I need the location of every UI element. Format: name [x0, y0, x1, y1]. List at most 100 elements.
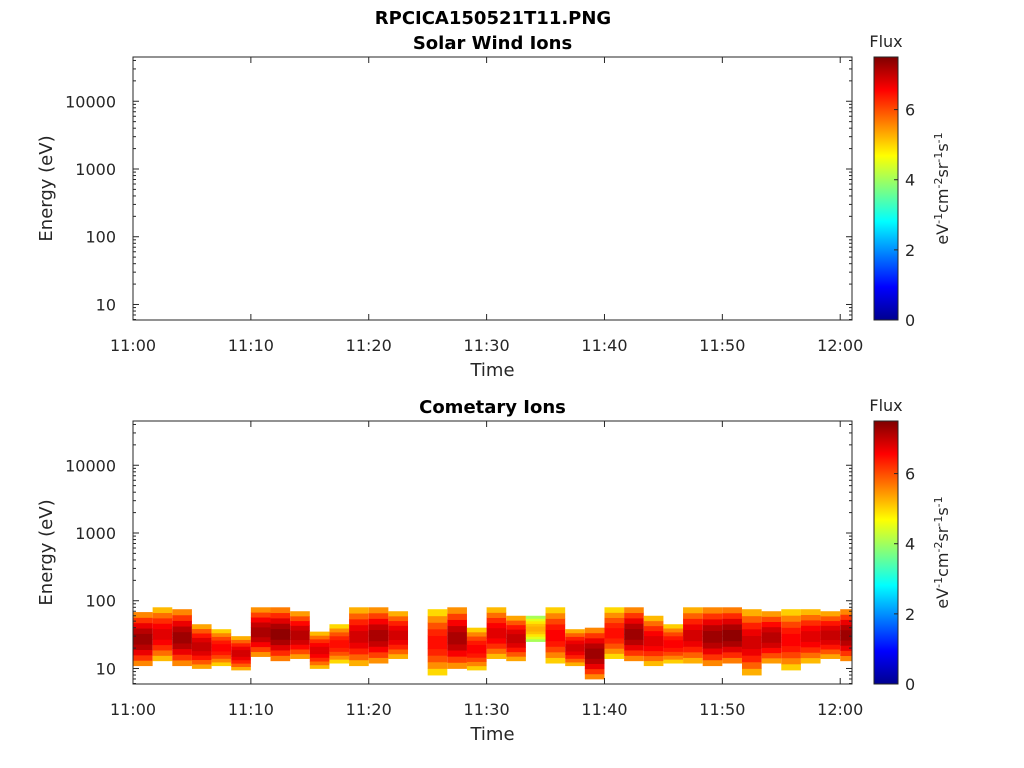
spectrogram-cell-23-1	[604, 648, 625, 654]
spectrogram-cell-16-1	[466, 661, 487, 667]
x-tick-label: 11:50	[699, 336, 745, 355]
spectrogram-cell-7-9	[270, 607, 291, 614]
spectrogram-cell-27-2	[683, 646, 703, 653]
spectrogram-cell-14-9	[427, 609, 448, 617]
spectrogram-cell-8-0	[290, 653, 310, 659]
spectrogram-cell-9-6	[309, 642, 330, 647]
spectrogram-cell-32-5	[781, 633, 801, 640]
spectrogram-cell-5-6	[231, 646, 251, 651]
spectrogram-cell-16-7	[466, 636, 487, 641]
spectrogram-cell-1-5	[152, 628, 173, 635]
spectrogram-cell-23-2	[604, 643, 625, 649]
spectrogram-cell-31-1	[761, 652, 782, 659]
spectrogram-cell-15-7	[447, 619, 467, 627]
spectrogram-cell-22-8	[584, 632, 605, 639]
colorbar-tick-label: 0	[905, 675, 915, 694]
spectrogram-cell-33-5	[800, 630, 821, 637]
spectrogram-cell-3-1	[191, 659, 212, 665]
spectrogram-cell-12-9	[368, 607, 389, 614]
x-tick-label: 11:30	[464, 336, 510, 355]
spectrogram-cell-11-8	[349, 613, 369, 620]
spectrogram-cell-14-5	[427, 635, 448, 643]
y-tick-label: 1000	[75, 160, 116, 179]
spectrogram-cell-35-5	[840, 629, 852, 636]
spectrogram-cell-6-5	[250, 627, 271, 633]
spectrogram-cell-34-8	[820, 615, 841, 622]
spectrogram-cell-24-4	[624, 634, 644, 640]
spectrogram-cell-4-7	[211, 636, 232, 641]
spectrogram-cell-22-3	[584, 658, 605, 664]
x-tick-label: 11:40	[581, 700, 627, 719]
spectrogram-cell-26-6	[663, 635, 684, 641]
spectrogram-cell-10-3	[329, 647, 350, 652]
y-tick-label: 10	[96, 659, 116, 678]
spectrogram-cell-2-1	[172, 654, 192, 661]
spectrogram-cell-16-9	[466, 627, 487, 633]
spectrogram-cell-25-2	[643, 650, 664, 657]
spectrogram-cell-35-1	[840, 650, 852, 657]
spectrogram-cell-33-4	[800, 636, 821, 642]
colorbar-gradient	[873, 420, 899, 685]
y-axis-label: Energy (eV)	[36, 135, 57, 241]
spectrogram-cell-18-1	[506, 651, 526, 657]
x-tick-label: 11:30	[464, 700, 510, 719]
spectrogram-cell-35-2	[840, 645, 852, 651]
colorbar-title: Flux	[869, 396, 902, 415]
spectrogram-cells	[133, 607, 852, 680]
spectrogram-cell-23-3	[604, 638, 625, 644]
spectrogram-cell-27-1	[683, 651, 703, 658]
spectrogram-cell-5-2	[231, 659, 251, 664]
spectrogram-cell-18-2	[506, 647, 526, 653]
spectrogram-cell-20-4	[545, 635, 566, 642]
spectrogram-cell-34-3	[820, 639, 841, 645]
spectrogram-cell-22-5	[584, 648, 605, 654]
spectrogram-cell-12-2	[368, 646, 389, 653]
spectrogram-cell-19-3	[525, 631, 546, 635]
spectrogram-cell-10-8	[329, 628, 350, 633]
spectrogram-cell-29-7	[722, 618, 742, 625]
spectrogram-cell-2-6	[172, 626, 192, 633]
spectrogram-cell-12-6	[368, 624, 389, 631]
spectrogram-cell-28-1	[702, 654, 723, 661]
spectrogram-cell-18-4	[506, 638, 526, 644]
spectrogram-cell-18-9	[506, 615, 526, 621]
spectrogram-cell-8-1	[290, 649, 310, 655]
spectrogram-cell-4-4	[211, 647, 232, 652]
spectrogram-cell-3-4	[191, 646, 212, 652]
spectrogram-cell-15-4	[447, 637, 467, 645]
spectrogram-cell-19-1	[525, 636, 546, 640]
spectrogram-cell-17-7	[486, 617, 507, 624]
spectrogram-cell-23-9	[604, 607, 625, 613]
spectrogram-cell-11-3	[349, 642, 369, 649]
spectrogram-cell-22-2	[584, 663, 605, 670]
spectrogram-cell-5-8	[231, 639, 251, 644]
spectrogram-cell-20-7	[545, 618, 566, 625]
spectrogram-cell-16-2	[466, 657, 487, 662]
spectrogram-cell-1-7	[152, 617, 173, 624]
y-tick-label: 10000	[65, 92, 116, 111]
spectrogram-cell-24-5	[624, 628, 644, 635]
spectrogram-cell-13-7	[388, 620, 409, 626]
spectrogram-cell-15-8	[447, 613, 467, 620]
spectrogram-cell-17-0	[486, 653, 507, 659]
x-tick-label: 11:00	[110, 336, 156, 355]
spectrogram-cell-9-3	[309, 653, 330, 658]
spectrogram-cell-31-4	[761, 637, 782, 643]
spectrogram-cell-25-7	[643, 625, 664, 632]
spectrogram-cell-10-1	[329, 655, 350, 660]
spectrogram-cell-5-3	[231, 656, 251, 661]
spectrogram-cell-25-3	[643, 645, 664, 652]
spectrogram-cell-34-9	[820, 611, 841, 617]
spectrogram-cell-3-9	[191, 624, 212, 630]
spectrogram-cell-13-1	[388, 649, 409, 655]
spectrogram-cell-9-1	[309, 661, 330, 666]
spectrogram-cell-2-2	[172, 648, 192, 655]
panel-cometary: Cometary Ions 11:00 11:10 11:20 11:30 11:40 11…	[36, 396, 952, 745]
spectrogram-cell-1-6	[152, 623, 173, 630]
spectrogram-cell-34-7	[820, 620, 841, 626]
spectrogram-cell-8-2	[290, 644, 310, 650]
spectrogram-cell-32-8	[781, 615, 801, 622]
spectrogram-cell-11-0	[349, 659, 369, 667]
x-tick-label: 11:20	[346, 336, 392, 355]
